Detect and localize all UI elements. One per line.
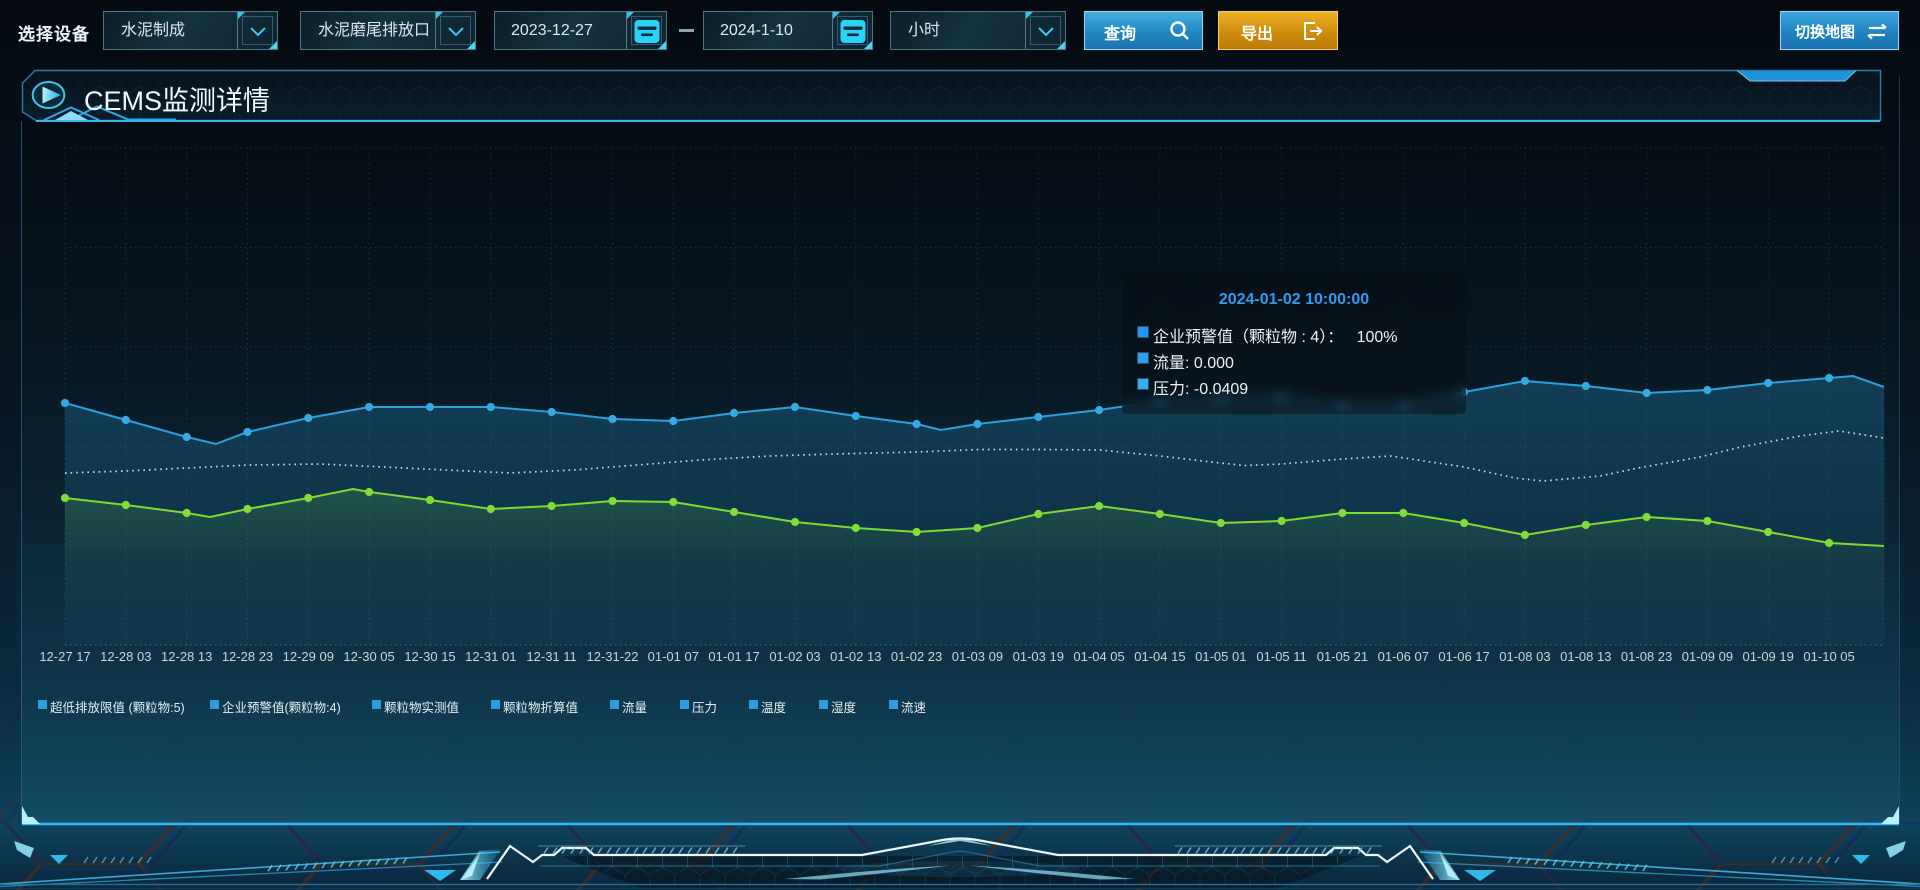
svg-text:01-09 09: 01-09 09 [1682,649,1733,664]
svg-text:01-05 01: 01-05 01 [1195,649,1246,664]
svg-text:01-02 03: 01-02 03 [769,649,820,664]
svg-text:01-09 19: 01-09 19 [1743,649,1794,664]
svg-text:01-04 05: 01-04 05 [1073,649,1124,664]
svg-text:12-30 15: 12-30 15 [404,649,455,664]
svg-text:01-05 21: 01-05 21 [1317,649,1368,664]
svg-text:12-31 01: 12-31 01 [465,649,516,664]
svg-text:01-01 17: 01-01 17 [708,649,759,664]
svg-text:12-29 09: 12-29 09 [283,649,334,664]
svg-text:01-01 07: 01-01 07 [648,649,699,664]
svg-text:12-31-22: 12-31-22 [586,649,638,664]
svg-text:12-28 03: 12-28 03 [100,649,151,664]
svg-text:01-08 13: 01-08 13 [1560,649,1611,664]
svg-text:01-04 15: 01-04 15 [1134,649,1185,664]
svg-text:01-08 23: 01-08 23 [1621,649,1672,664]
svg-text:12-31 11: 12-31 11 [526,649,576,664]
svg-text:01-03 19: 01-03 19 [1013,649,1064,664]
svg-text:12-28 13: 12-28 13 [161,649,212,664]
svg-text:01-06 07: 01-06 07 [1378,649,1429,664]
svg-text:12-27 17: 12-27 17 [39,649,90,664]
svg-text:01-08 03: 01-08 03 [1499,649,1550,664]
svg-text:01-10 05: 01-10 05 [1803,649,1854,664]
svg-text:01-03 09: 01-03 09 [952,649,1003,664]
svg-text:01-06 17: 01-06 17 [1438,649,1489,664]
svg-text:12-30 05: 12-30 05 [343,649,394,664]
svg-text:01-02 13: 01-02 13 [830,649,881,664]
svg-text:12-28 23: 12-28 23 [222,649,273,664]
svg-text:01-05 11: 01-05 11 [1256,649,1306,664]
svg-text:01-02 23: 01-02 23 [891,649,942,664]
